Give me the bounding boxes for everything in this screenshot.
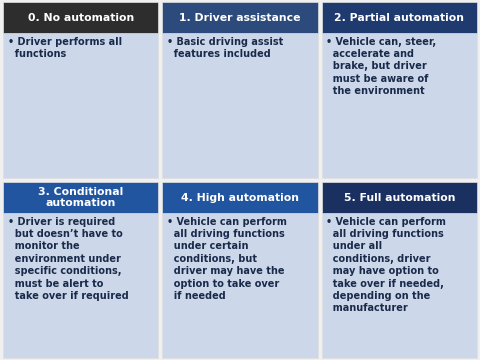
FancyBboxPatch shape — [322, 33, 477, 178]
Text: 1. Driver assistance: 1. Driver assistance — [179, 13, 301, 23]
FancyBboxPatch shape — [162, 182, 318, 213]
Text: 3. Conditional
automation: 3. Conditional automation — [38, 187, 123, 208]
FancyBboxPatch shape — [3, 182, 158, 213]
Text: • Vehicle can perform
  all driving functions
  under all
  conditions, driver
 : • Vehicle can perform all driving functi… — [326, 216, 446, 313]
FancyBboxPatch shape — [162, 2, 318, 33]
Text: • Vehicle can perform
  all driving functions
  under certain
  conditions, but
: • Vehicle can perform all driving functi… — [167, 216, 287, 301]
Text: 0. No automation: 0. No automation — [27, 13, 134, 23]
Text: • Driver is required
  but doesn’t have to
  monitor the
  environment under
  s: • Driver is required but doesn’t have to… — [8, 216, 129, 301]
Text: 4. High automation: 4. High automation — [181, 193, 299, 203]
FancyBboxPatch shape — [322, 182, 477, 213]
FancyBboxPatch shape — [3, 2, 158, 33]
Text: • Driver performs all
  functions: • Driver performs all functions — [8, 36, 122, 59]
Text: 5. Full automation: 5. Full automation — [344, 193, 455, 203]
FancyBboxPatch shape — [3, 213, 158, 358]
FancyBboxPatch shape — [162, 33, 318, 178]
Text: • Vehicle can, steer,
  accelerate and
  brake, but driver
  must be aware of
  : • Vehicle can, steer, accelerate and bra… — [326, 36, 436, 96]
FancyBboxPatch shape — [3, 33, 158, 178]
FancyBboxPatch shape — [322, 213, 477, 358]
Text: • Basic driving assist
  features included: • Basic driving assist features included — [167, 36, 283, 59]
FancyBboxPatch shape — [322, 2, 477, 33]
FancyBboxPatch shape — [162, 213, 318, 358]
Text: 2. Partial automation: 2. Partial automation — [335, 13, 464, 23]
